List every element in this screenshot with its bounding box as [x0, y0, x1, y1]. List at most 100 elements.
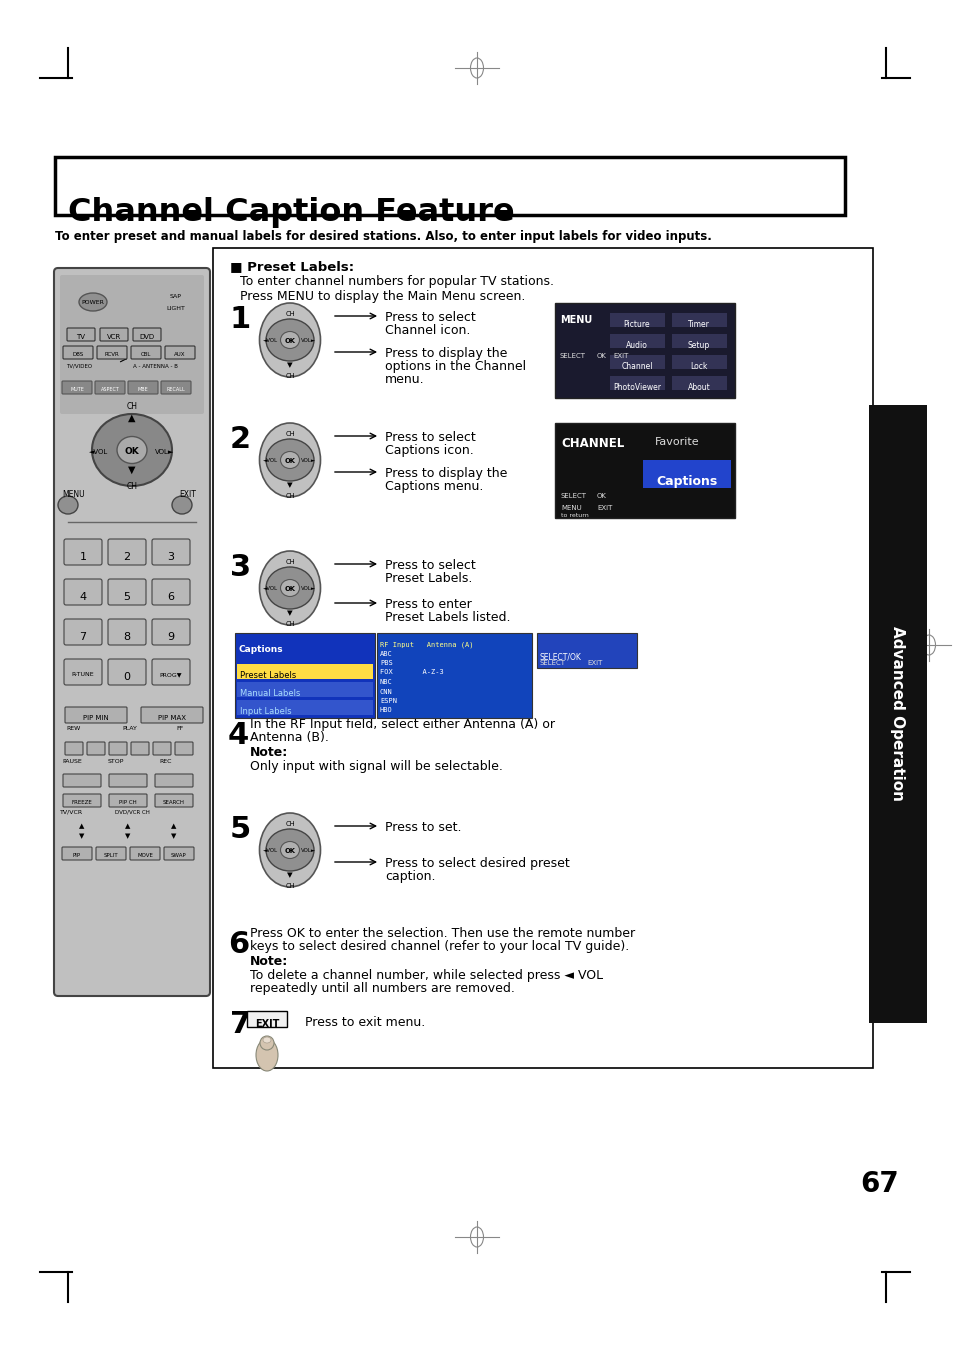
- Text: Manual Labels: Manual Labels: [240, 689, 300, 698]
- Text: REW: REW: [66, 725, 80, 731]
- Text: SPLIT: SPLIT: [104, 852, 118, 858]
- Text: DVD/VCR CH: DVD/VCR CH: [114, 811, 150, 815]
- Text: VOL►: VOL►: [301, 848, 316, 854]
- FancyBboxPatch shape: [64, 539, 102, 565]
- FancyBboxPatch shape: [63, 794, 101, 807]
- FancyBboxPatch shape: [67, 328, 95, 340]
- Text: ◄VOL: ◄VOL: [263, 458, 278, 463]
- Ellipse shape: [280, 331, 299, 349]
- Text: VOL►: VOL►: [301, 339, 316, 343]
- Text: CH: CH: [285, 493, 294, 499]
- FancyBboxPatch shape: [130, 847, 160, 861]
- Text: MENU: MENU: [559, 315, 592, 326]
- Text: CNN: CNN: [379, 689, 393, 694]
- Text: AUX: AUX: [174, 353, 186, 357]
- Text: Only input with signal will be selectable.: Only input with signal will be selectabl…: [250, 761, 502, 773]
- FancyBboxPatch shape: [108, 539, 146, 565]
- Text: Channel: Channel: [620, 362, 652, 372]
- Text: SELECT/OK: SELECT/OK: [539, 653, 581, 662]
- Text: ◄VOL: ◄VOL: [263, 586, 278, 592]
- Bar: [236, 682, 373, 697]
- FancyBboxPatch shape: [62, 847, 91, 861]
- Bar: [555, 423, 734, 517]
- Text: ▼: ▼: [287, 362, 293, 367]
- Text: Press OK to enter the selection. Then use the remote number: Press OK to enter the selection. Then us…: [250, 927, 635, 940]
- Text: Picture: Picture: [623, 320, 650, 330]
- Text: PhotoViewer: PhotoViewer: [613, 382, 660, 392]
- FancyBboxPatch shape: [131, 346, 161, 359]
- Text: PIP: PIP: [72, 852, 81, 858]
- Ellipse shape: [259, 813, 320, 888]
- FancyBboxPatch shape: [247, 1011, 287, 1027]
- Text: Setup: Setup: [687, 340, 709, 350]
- Text: 7: 7: [230, 1011, 251, 1039]
- Text: FOX       A-Z-3: FOX A-Z-3: [379, 670, 443, 676]
- Text: Input Labels: Input Labels: [240, 707, 292, 716]
- FancyBboxPatch shape: [132, 328, 161, 340]
- Text: REC: REC: [159, 759, 172, 765]
- FancyBboxPatch shape: [109, 794, 147, 807]
- Text: 3: 3: [230, 553, 251, 582]
- FancyBboxPatch shape: [152, 539, 190, 565]
- Text: EXIT: EXIT: [586, 661, 601, 666]
- Ellipse shape: [117, 436, 147, 463]
- Ellipse shape: [263, 1038, 271, 1043]
- FancyBboxPatch shape: [65, 707, 127, 723]
- Text: Captions: Captions: [239, 644, 283, 654]
- FancyBboxPatch shape: [87, 742, 105, 755]
- FancyBboxPatch shape: [54, 267, 210, 996]
- Text: DVD: DVD: [139, 334, 154, 340]
- FancyBboxPatch shape: [108, 619, 146, 644]
- Text: CH: CH: [285, 621, 294, 627]
- Ellipse shape: [172, 496, 192, 513]
- Text: EXIT: EXIT: [613, 353, 628, 359]
- Text: PLAY: PLAY: [122, 725, 136, 731]
- FancyBboxPatch shape: [174, 742, 193, 755]
- FancyBboxPatch shape: [152, 659, 190, 685]
- FancyBboxPatch shape: [154, 774, 193, 788]
- Bar: [642, 459, 730, 488]
- Text: CH: CH: [285, 311, 294, 317]
- Text: VOL►: VOL►: [301, 458, 316, 463]
- Text: 6: 6: [168, 592, 174, 603]
- FancyBboxPatch shape: [141, 707, 203, 723]
- Text: To enter preset and manual labels for desired stations. Also, to enter input lab: To enter preset and manual labels for de…: [55, 230, 711, 243]
- Text: EXIT: EXIT: [254, 1019, 279, 1029]
- Text: MBE: MBE: [137, 386, 149, 392]
- Text: OK: OK: [597, 353, 606, 359]
- FancyBboxPatch shape: [65, 742, 83, 755]
- Text: MUTE: MUTE: [70, 386, 84, 392]
- FancyBboxPatch shape: [152, 580, 190, 605]
- FancyBboxPatch shape: [131, 742, 149, 755]
- Text: 9: 9: [168, 632, 174, 642]
- Text: PIP MAX: PIP MAX: [158, 715, 186, 721]
- Ellipse shape: [79, 293, 107, 311]
- Text: PIP MIN: PIP MIN: [83, 715, 109, 721]
- FancyBboxPatch shape: [671, 313, 726, 327]
- Text: Press to display the: Press to display the: [385, 467, 507, 480]
- Text: Note:: Note:: [250, 955, 288, 969]
- Text: Advanced Operation: Advanced Operation: [889, 627, 904, 801]
- Bar: [236, 663, 373, 680]
- FancyBboxPatch shape: [671, 355, 726, 369]
- Text: Note:: Note:: [250, 746, 288, 759]
- Text: FREEZE: FREEZE: [71, 800, 92, 805]
- Text: 1: 1: [79, 553, 87, 562]
- Text: In the RF Input field, select either Antenna (A) or: In the RF Input field, select either Ant…: [250, 717, 555, 731]
- Text: ASPECT: ASPECT: [100, 386, 119, 392]
- FancyBboxPatch shape: [60, 276, 204, 413]
- Text: Audio: Audio: [625, 340, 647, 350]
- FancyBboxPatch shape: [128, 381, 158, 394]
- Text: DBS: DBS: [72, 353, 84, 357]
- Text: ▼: ▼: [128, 465, 135, 476]
- FancyBboxPatch shape: [671, 334, 726, 349]
- Text: Press to set.: Press to set.: [385, 821, 461, 834]
- Text: TV/VCR: TV/VCR: [60, 811, 84, 815]
- Text: ▲: ▲: [172, 823, 176, 830]
- Ellipse shape: [280, 842, 299, 858]
- Bar: [234, 634, 375, 717]
- Ellipse shape: [58, 496, 78, 513]
- Text: 5: 5: [123, 592, 131, 603]
- Text: A - ANTENNA - B: A - ANTENNA - B: [132, 363, 177, 369]
- Ellipse shape: [266, 830, 314, 871]
